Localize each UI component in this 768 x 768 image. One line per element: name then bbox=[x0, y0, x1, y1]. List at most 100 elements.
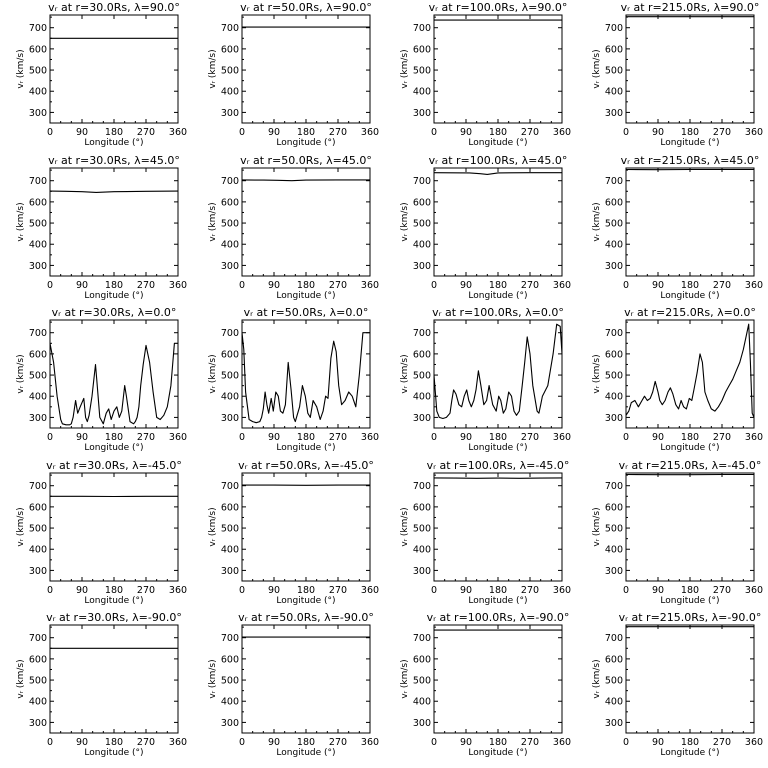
y-tick-label: 300 bbox=[605, 261, 623, 272]
y-tick-label: 400 bbox=[413, 392, 431, 403]
y-axis-label: vᵣ (km/s) bbox=[400, 507, 410, 546]
x-tick-label: 270 bbox=[329, 127, 347, 138]
x-tick-label: 360 bbox=[745, 585, 763, 596]
y-tick-label: 400 bbox=[413, 545, 431, 556]
y-axis-label: vᵣ (km/s) bbox=[208, 507, 218, 546]
x-tick-label: 270 bbox=[521, 585, 539, 596]
y-tick-label: 400 bbox=[605, 697, 623, 708]
x-tick-label: 90 bbox=[76, 280, 88, 291]
y-tick-label: 600 bbox=[221, 349, 239, 360]
plot-frame bbox=[625, 624, 755, 734]
y-tick-label: 500 bbox=[605, 676, 623, 687]
x-tick-label: 180 bbox=[681, 280, 699, 291]
plot-frame bbox=[49, 472, 179, 582]
x-tick-label: 360 bbox=[169, 280, 187, 291]
y-tick-label: 400 bbox=[29, 545, 47, 556]
x-tick-label: 360 bbox=[169, 737, 187, 748]
x-tick-label: 360 bbox=[169, 432, 187, 443]
x-tick-label: 270 bbox=[521, 737, 539, 748]
y-tick-label: 500 bbox=[605, 219, 623, 230]
panel-17: vᵣ at r=30.0Rs, λ=-90.0° 0 90 180 270 360 300 4… bbox=[16, 611, 187, 758]
x-tick-label: 90 bbox=[76, 127, 88, 138]
x-tick-label: 90 bbox=[652, 737, 664, 748]
panel-title: vᵣ at r=100.0Rs, λ=-45.0° bbox=[427, 459, 570, 472]
y-tick-label: 300 bbox=[413, 718, 431, 729]
series-line bbox=[242, 179, 370, 182]
x-tick-label: 270 bbox=[137, 280, 155, 291]
x-tick-label: 0 bbox=[239, 432, 245, 443]
x-tick-label: 360 bbox=[553, 280, 571, 291]
y-tick-label: 500 bbox=[413, 524, 431, 535]
y-tick-label: 300 bbox=[29, 261, 47, 272]
x-axis-label: Longitude (°) bbox=[276, 596, 335, 606]
y-tick-label: 500 bbox=[29, 66, 47, 77]
y-axis-label: vᵣ (km/s) bbox=[400, 202, 410, 241]
x-tick-label: 180 bbox=[297, 737, 315, 748]
y-tick-label: 400 bbox=[413, 697, 431, 708]
y-tick-label: 400 bbox=[221, 545, 239, 556]
plot-frame bbox=[433, 472, 563, 582]
y-tick-label: 700 bbox=[605, 481, 623, 492]
x-tick-label: 0 bbox=[47, 280, 53, 291]
y-tick-label: 700 bbox=[413, 23, 431, 34]
x-axis-label: Longitude (°) bbox=[468, 748, 527, 758]
panel-7: vᵣ at r=100.0Rs, λ=45.0° 0 90 180 270 360 300 4… bbox=[400, 154, 571, 301]
y-tick-label: 300 bbox=[221, 566, 239, 577]
x-axis-label: Longitude (°) bbox=[660, 291, 719, 301]
plot-frame bbox=[241, 167, 371, 277]
panel-16: vᵣ at r=215.0Rs, λ=-45.0° 0 90 180 270 360 300… bbox=[592, 459, 763, 606]
x-axis-label: Longitude (°) bbox=[660, 443, 719, 453]
y-tick-label: 700 bbox=[29, 176, 47, 187]
x-tick-label: 90 bbox=[460, 280, 472, 291]
y-tick-label: 600 bbox=[221, 44, 239, 55]
y-tick-label: 600 bbox=[605, 197, 623, 208]
x-tick-label: 0 bbox=[431, 432, 437, 443]
x-tick-label: 0 bbox=[431, 127, 437, 138]
panel-title: vᵣ at r=30.0Rs, λ=-45.0° bbox=[46, 459, 182, 472]
y-tick-label: 500 bbox=[29, 219, 47, 230]
x-tick-label: 90 bbox=[652, 432, 664, 443]
x-axis-label: Longitude (°) bbox=[468, 138, 527, 148]
plot-frame bbox=[241, 624, 371, 734]
panel-title: vᵣ at r=100.0Rs, λ=-90.0° bbox=[427, 611, 570, 624]
x-tick-label: 90 bbox=[460, 737, 472, 748]
panel-title: vᵣ at r=215.0Rs, λ=0.0° bbox=[624, 306, 756, 319]
y-tick-label: 600 bbox=[29, 44, 47, 55]
x-tick-label: 0 bbox=[47, 127, 53, 138]
x-axis-label: Longitude (°) bbox=[276, 291, 335, 301]
y-tick-label: 300 bbox=[413, 108, 431, 119]
y-tick-label: 300 bbox=[29, 566, 47, 577]
y-tick-label: 600 bbox=[29, 654, 47, 665]
y-axis-label: vᵣ (km/s) bbox=[208, 354, 218, 393]
panel-1: vᵣ at r=30.0Rs, λ=90.0° 0 90 180 270 360 300 40… bbox=[16, 1, 187, 148]
y-tick-label: 500 bbox=[413, 66, 431, 77]
x-tick-label: 360 bbox=[745, 280, 763, 291]
y-tick-label: 700 bbox=[605, 328, 623, 339]
y-tick-label: 400 bbox=[413, 87, 431, 98]
x-tick-label: 270 bbox=[137, 585, 155, 596]
plot-frame bbox=[433, 319, 563, 429]
panel-11: vᵣ at r=100.0Rs, λ=0.0° 0 90 180 270 360 300 40… bbox=[400, 306, 571, 453]
panel-8: vᵣ at r=215.0Rs, λ=45.0° 0 90 180 270 360 300 4… bbox=[592, 154, 763, 301]
y-tick-label: 600 bbox=[413, 197, 431, 208]
x-tick-label: 90 bbox=[268, 432, 280, 443]
x-axis-label: Longitude (°) bbox=[84, 748, 143, 758]
x-tick-label: 180 bbox=[297, 432, 315, 443]
plot-frame bbox=[433, 14, 563, 124]
y-tick-label: 500 bbox=[413, 676, 431, 687]
x-tick-label: 90 bbox=[652, 585, 664, 596]
panel-title: vᵣ at r=30.0Rs, λ=-90.0° bbox=[46, 611, 182, 624]
plot-frame bbox=[433, 167, 563, 277]
x-tick-label: 360 bbox=[361, 280, 379, 291]
x-tick-label: 360 bbox=[745, 737, 763, 748]
x-axis-label: Longitude (°) bbox=[276, 748, 335, 758]
plot-frame bbox=[433, 624, 563, 734]
y-tick-label: 700 bbox=[413, 481, 431, 492]
y-tick-label: 400 bbox=[605, 392, 623, 403]
x-tick-label: 270 bbox=[713, 585, 731, 596]
y-tick-label: 700 bbox=[221, 633, 239, 644]
y-tick-label: 700 bbox=[221, 23, 239, 34]
x-tick-label: 0 bbox=[431, 737, 437, 748]
x-tick-label: 270 bbox=[521, 127, 539, 138]
y-tick-label: 700 bbox=[221, 328, 239, 339]
